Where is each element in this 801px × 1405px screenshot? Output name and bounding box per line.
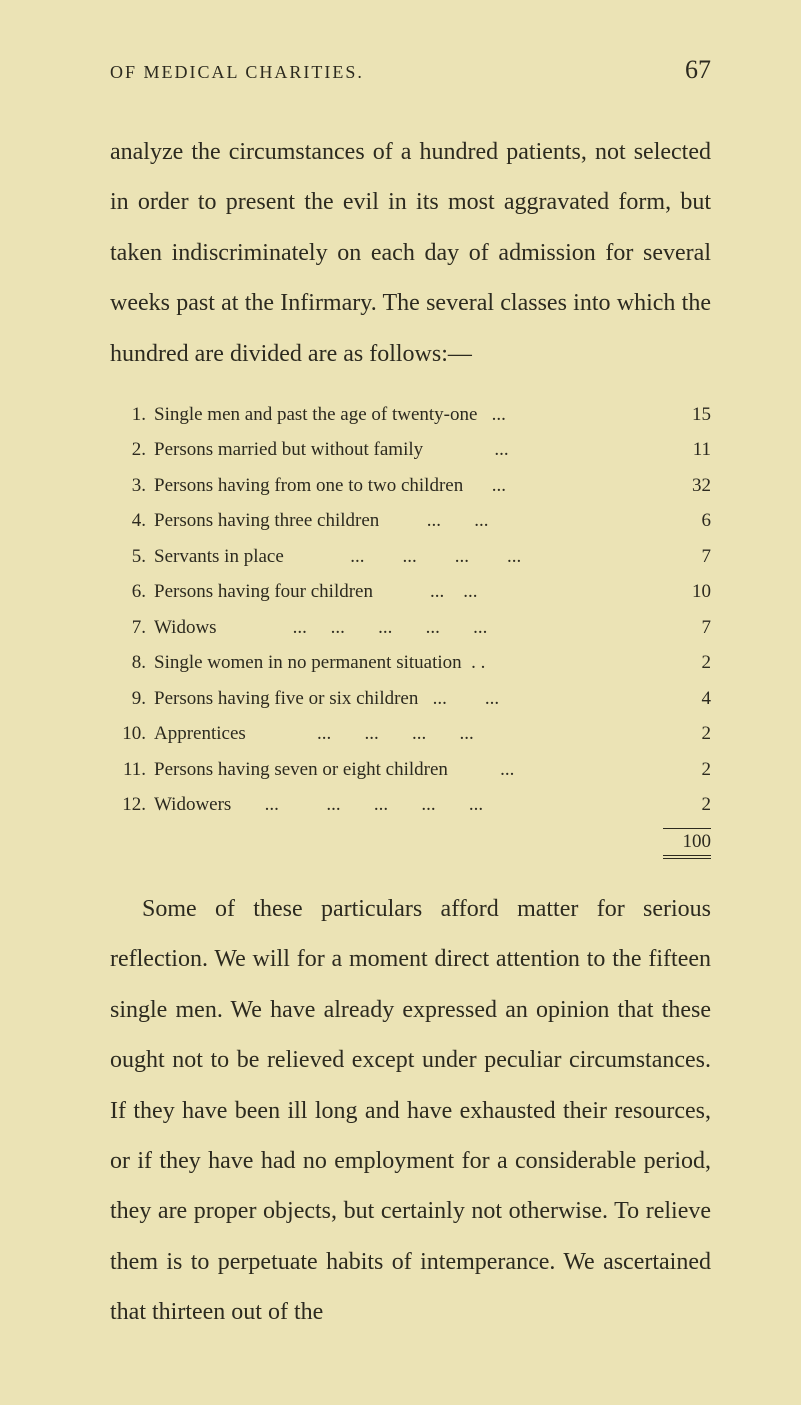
list-item-value: 15 — [663, 401, 711, 430]
page-number: 67 — [685, 55, 711, 85]
list-item-label: Single women in no permanent situation .… — [146, 649, 663, 678]
list-item-number: 2. — [110, 436, 146, 465]
list-item-number: 5. — [110, 543, 146, 572]
list-item: 5.Servants in place ... ... ... ...7 — [110, 543, 711, 572]
list-item-value: 2 — [663, 720, 711, 749]
body-paragraph: Some of these particulars afford matter … — [110, 884, 711, 1338]
list-item-label: Single men and past the age of twenty-on… — [146, 401, 663, 430]
list-item: 9.Persons having five or six children ..… — [110, 685, 711, 714]
list-item-number: 9. — [110, 685, 146, 714]
list-item-value: 32 — [663, 472, 711, 501]
list-item: 4.Persons having three children ... ...6 — [110, 507, 711, 536]
list-item-number: 8. — [110, 649, 146, 678]
list-item-value: 2 — [663, 791, 711, 820]
list-item: 12.Widowers ... ... ... ... ...2 — [110, 791, 711, 820]
list-item-label: Persons having five or six children ... … — [146, 685, 663, 714]
intro-paragraph: analyze the circumstances of a hundred p… — [110, 127, 711, 379]
list-item-number: 10. — [110, 720, 146, 749]
list-item-value: 2 — [663, 756, 711, 785]
list-item-label: Persons having from one to two children … — [146, 472, 663, 501]
list-item-number: 12. — [110, 791, 146, 820]
list-item-label: Widowers ... ... ... ... ... — [146, 791, 663, 820]
list-item-number: 11. — [110, 756, 146, 785]
list-item: 3.Persons having from one to two childre… — [110, 472, 711, 501]
list-item-label: Persons having seven or eight children .… — [146, 756, 663, 785]
running-head: OF MEDICAL CHARITIES. — [110, 62, 364, 83]
list-item-label: Apprentices ... ... ... ... — [146, 720, 663, 749]
list-item: 10.Apprentices ... ... ... ...2 — [110, 720, 711, 749]
list-item-value: 7 — [663, 543, 711, 572]
page-header: OF MEDICAL CHARITIES. 67 — [110, 55, 711, 85]
list-item-label: Persons having four children ... ... — [146, 578, 663, 607]
list-item-label: Persons married but without family ... — [146, 436, 663, 465]
list-item-value: 11 — [663, 436, 711, 465]
list-item-value: 7 — [663, 614, 711, 643]
list-item: 2.Persons married but without family ...… — [110, 436, 711, 465]
list-item-label: Widows ... ... ... ... ... — [146, 614, 663, 643]
list-item-number: 7. — [110, 614, 146, 643]
list-item: 1.Single men and past the age of twenty-… — [110, 401, 711, 430]
list-item: 11.Persons having seven or eight childre… — [110, 756, 711, 785]
list-item-number: 1. — [110, 401, 146, 430]
list-item: 7.Widows ... ... ... ... ...7 — [110, 614, 711, 643]
list-item: 6.Persons having four children ... ...10 — [110, 578, 711, 607]
list-item-value: 6 — [663, 507, 711, 536]
list-item-label: Servants in place ... ... ... ... — [146, 543, 663, 572]
list-item-number: 3. — [110, 472, 146, 501]
list-item-value: 2 — [663, 649, 711, 678]
list-item-value: 4 — [663, 685, 711, 714]
list-item-value: 10 — [663, 578, 711, 607]
total-value: 100 — [663, 828, 711, 856]
list-item-number: 6. — [110, 578, 146, 607]
list-item-label: Persons having three children ... ... — [146, 507, 663, 536]
list-item: 8.Single women in no permanent situation… — [110, 649, 711, 678]
total-row: 100 — [110, 828, 711, 856]
classification-list: 1.Single men and past the age of twenty-… — [110, 401, 711, 820]
list-item-number: 4. — [110, 507, 146, 536]
